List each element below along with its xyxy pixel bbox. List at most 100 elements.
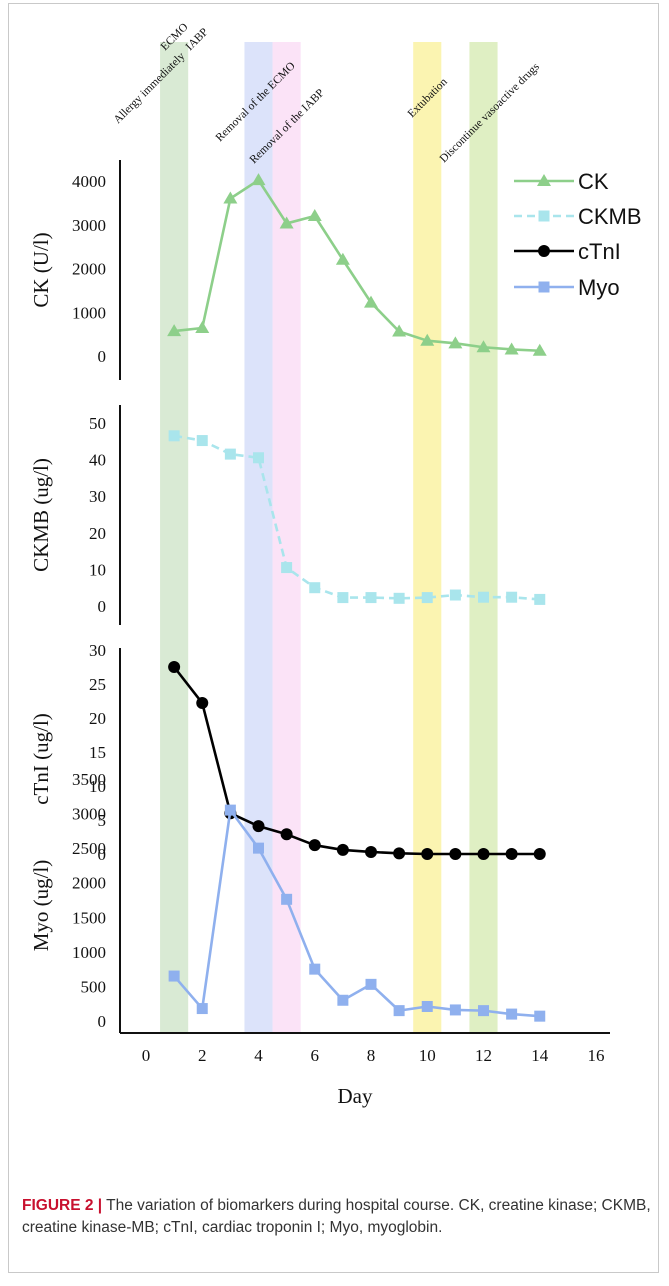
y-tick-label-Myo: 500 <box>81 977 107 996</box>
data-point-CK <box>420 333 435 346</box>
data-point-cTnI <box>308 839 321 852</box>
x-tick-label: 16 <box>588 1046 605 1065</box>
y-tick-label-CK: 2000 <box>72 260 106 279</box>
data-point-CK <box>279 216 294 229</box>
data-point-Myo <box>506 1008 518 1020</box>
data-point-CKMB <box>253 452 264 464</box>
data-point-CK <box>335 252 350 265</box>
x-tick-label: 12 <box>475 1046 492 1065</box>
figure-frame <box>8 3 659 1273</box>
data-point-CKMB <box>421 592 433 604</box>
data-point-CK <box>167 324 182 337</box>
event-band-5 <box>413 42 442 1033</box>
figure-label: FIGURE 2 | <box>22 1197 103 1214</box>
y-tick-label-cTnI: 10 <box>89 777 106 796</box>
y-tick-label-Myo: 2500 <box>72 839 106 858</box>
data-point-Myo <box>168 970 180 982</box>
y-tick-label-CKMB: 20 <box>89 524 106 543</box>
data-point-cTnI <box>449 848 462 860</box>
data-point-CK <box>448 336 463 349</box>
data-point-CKMB <box>337 592 349 604</box>
data-point-Myo <box>421 1000 433 1012</box>
legend-label-CK: CK <box>578 169 609 194</box>
legend-label-Myo: Myo <box>578 275 620 300</box>
y-axis-label-CK: CK (U/l) <box>29 232 53 307</box>
data-point-cTnI <box>252 820 265 833</box>
legend-marker-CK <box>537 174 551 186</box>
data-point-CK <box>532 343 547 356</box>
data-point-Myo <box>478 1005 489 1017</box>
event-band-1 <box>160 42 189 1033</box>
y-tick-label-cTnI: 30 <box>89 641 106 660</box>
data-point-CKMB <box>309 582 321 594</box>
data-point-cTnI <box>505 848 518 860</box>
data-point-Myo <box>224 804 236 816</box>
data-point-CK <box>223 191 238 204</box>
data-point-CKMB <box>196 435 208 447</box>
data-point-Myo <box>534 1010 546 1022</box>
data-point-cTnI <box>393 847 406 860</box>
legend-label-cTnI: cTnI <box>578 239 621 264</box>
legend-marker-cTnI <box>538 245 550 257</box>
data-point-Myo <box>337 994 349 1006</box>
data-point-CKMB <box>534 593 546 605</box>
data-point-Myo <box>309 963 321 975</box>
data-point-Myo <box>281 893 293 905</box>
y-axis-label-Myo: Myo (ug/l) <box>29 860 53 952</box>
event-band-4 <box>272 42 301 1033</box>
y-tick-label-cTnI: 20 <box>89 709 106 728</box>
y-tick-label-CK: 4000 <box>72 172 106 191</box>
y-tick-label-Myo: 1500 <box>72 908 106 927</box>
legend-label-CKMB: CKMB <box>578 204 642 229</box>
data-point-cTnI <box>280 828 293 841</box>
data-point-cTnI <box>533 848 546 860</box>
x-axis-label: Day <box>338 1084 373 1108</box>
y-tick-label-CK: 3000 <box>72 216 106 235</box>
data-point-CK <box>195 321 210 333</box>
data-point-CKMB <box>478 591 489 603</box>
data-point-CK <box>504 342 519 355</box>
y-axis-label-cTnI: cTnI (ug/l) <box>29 713 53 805</box>
y-tick-label-CKMB: 50 <box>89 414 106 433</box>
series-line-CK <box>173 178 540 353</box>
data-point-CKMB <box>449 589 461 601</box>
data-point-CKMB <box>393 592 405 604</box>
y-tick-label-CKMB: 10 <box>89 560 106 579</box>
y-tick-label-CKMB: 0 <box>98 597 107 616</box>
data-point-cTnI <box>365 845 377 858</box>
x-tick-label: 10 <box>419 1046 436 1065</box>
event-band-3 <box>244 42 273 1033</box>
data-point-Myo <box>393 1005 405 1017</box>
x-tick-label: 0 <box>142 1046 151 1065</box>
figure-caption-text: The variation of biomarkers during hospi… <box>22 1197 651 1236</box>
y-tick-label-cTnI: 25 <box>89 675 106 694</box>
data-point-cTnI <box>168 661 181 673</box>
data-point-CKMB <box>506 591 518 603</box>
y-tick-label-Myo: 3500 <box>72 770 106 789</box>
data-point-CK <box>307 209 322 221</box>
x-tick-label: 2 <box>198 1046 207 1065</box>
y-tick-label-cTnI: 5 <box>98 811 107 830</box>
data-point-CKMB <box>365 592 377 604</box>
y-tick-label-cTnI: 15 <box>89 743 106 762</box>
event-band-6 <box>469 42 498 1033</box>
data-point-cTnI <box>336 843 349 856</box>
y-tick-label-cTnI: 0 <box>98 845 107 864</box>
y-tick-label-Myo: 3000 <box>72 805 106 824</box>
legend-marker-CKMB <box>538 210 550 222</box>
data-point-CKMB <box>168 430 180 442</box>
y-tick-label-CKMB: 40 <box>89 451 106 470</box>
y-tick-label-Myo: 1000 <box>72 943 106 962</box>
data-point-Myo <box>196 1003 208 1015</box>
y-tick-label-CK: 0 <box>98 347 107 366</box>
data-point-Myo <box>449 1004 461 1016</box>
y-axis-label-CKMB: CKMB (ug/l) <box>29 458 53 572</box>
data-point-CK <box>251 173 266 186</box>
data-point-Myo <box>365 978 377 990</box>
y-tick-label-Myo: 0 <box>98 1012 107 1031</box>
y-tick-label-CKMB: 30 <box>89 487 106 506</box>
x-tick-label: 4 <box>254 1046 263 1065</box>
data-point-CK <box>364 295 378 308</box>
data-point-Myo <box>253 842 264 854</box>
